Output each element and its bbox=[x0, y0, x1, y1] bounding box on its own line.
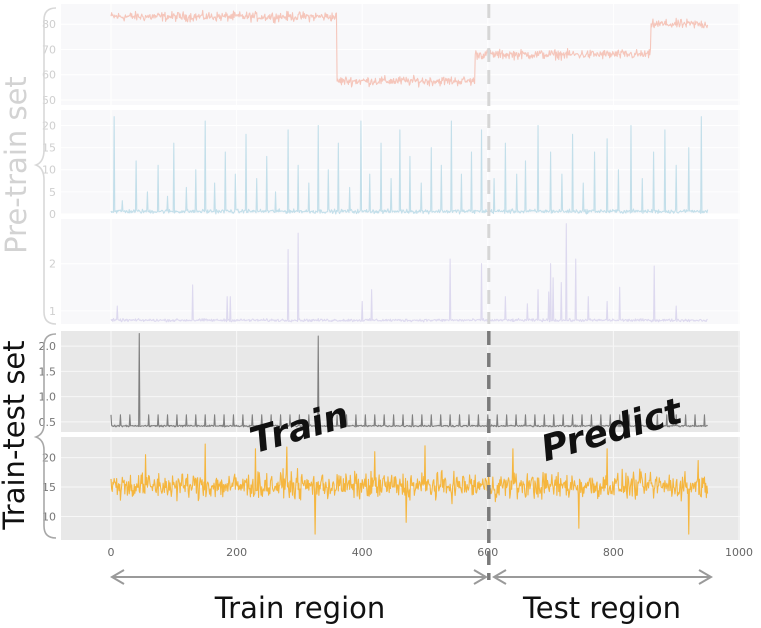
series-line-2 bbox=[110, 116, 709, 215]
y-tick-label: 20 bbox=[42, 119, 56, 132]
y-tick-label: 15 bbox=[42, 481, 56, 494]
panel-1: 50 60 70 80 bbox=[42, 4, 740, 107]
y-tick-label: 1 bbox=[49, 305, 56, 318]
series-line-5 bbox=[110, 443, 709, 535]
y-tick-label: 2 bbox=[49, 258, 56, 271]
y-tick-label: 5 bbox=[49, 186, 56, 199]
y-tick-label: 0.5 bbox=[39, 416, 57, 429]
x-tick-label: 1000 bbox=[725, 546, 753, 559]
pretrain-group-label: Pre-train set bbox=[0, 76, 33, 254]
x-tick-label: 800 bbox=[603, 546, 624, 559]
y-tick-label: 10 bbox=[42, 164, 56, 177]
test-region-arrow bbox=[492, 569, 713, 585]
y-tick-label: 80 bbox=[42, 18, 56, 31]
y-tick-label: 50 bbox=[42, 94, 56, 107]
series-line-3 bbox=[110, 223, 708, 323]
traintest-group-label: Train-test set bbox=[0, 340, 31, 530]
y-tick-label: 0 bbox=[49, 208, 56, 221]
x-tick-label: 200 bbox=[226, 546, 247, 559]
panel-4: 0.5 1.0 1.5 2.0 bbox=[39, 331, 740, 432]
test-region-label: Test region bbox=[522, 591, 681, 625]
panel-background bbox=[61, 219, 740, 324]
pretrain-brace bbox=[33, 7, 57, 325]
train-region-arrow bbox=[110, 569, 488, 585]
x-tick-label: 0 bbox=[108, 546, 115, 559]
y-tick-label: 70 bbox=[42, 43, 56, 56]
axis-layer: 02004006008001000 bbox=[108, 4, 753, 580]
train-region-label: Train region bbox=[214, 591, 386, 625]
series-line-4 bbox=[110, 332, 709, 428]
x-tick-label: 400 bbox=[352, 546, 373, 559]
y-tick-label: 60 bbox=[42, 69, 56, 82]
y-tick-label: 10 bbox=[42, 510, 56, 523]
y-tick-label: 1.5 bbox=[39, 365, 57, 378]
series-line-1 bbox=[110, 9, 709, 88]
y-tick-label: 1.0 bbox=[39, 391, 57, 404]
y-tick-label: 15 bbox=[42, 142, 56, 155]
panel-background bbox=[61, 331, 740, 432]
y-tick-label: 20 bbox=[42, 452, 56, 465]
series-layer bbox=[110, 9, 709, 535]
panel-3: 12 bbox=[49, 219, 740, 324]
traintest-brace bbox=[33, 333, 57, 539]
y-tick-label: 2.0 bbox=[39, 340, 57, 353]
